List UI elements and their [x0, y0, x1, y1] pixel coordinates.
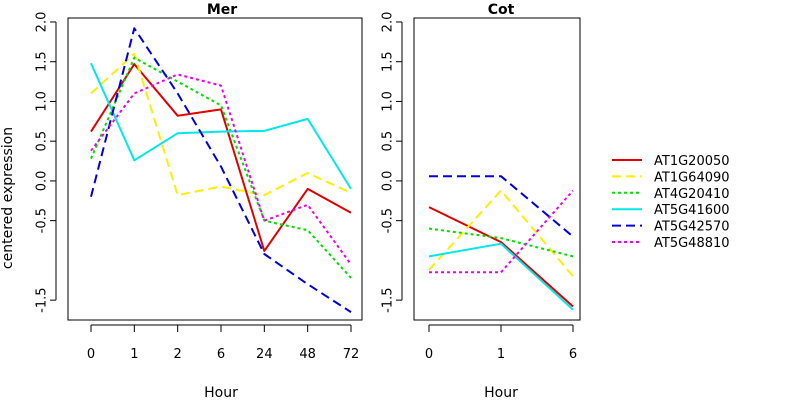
- legend-label: AT5G42570: [654, 220, 730, 235]
- y-tick-label: 0.5: [35, 131, 50, 152]
- x-tick-label: 48: [299, 347, 316, 362]
- y-tick-label: 1.5: [35, 51, 50, 72]
- series-line-at4g20410: [90, 56, 352, 279]
- series-line-at1g20050: [90, 63, 352, 252]
- legend-item: AT5G42570: [612, 220, 730, 235]
- y-tick-label: -0.5: [381, 208, 396, 233]
- legend-label: AT5G48810: [654, 236, 730, 251]
- x-tick-label: 0: [425, 347, 433, 362]
- legend-item: AT1G64090: [612, 170, 730, 185]
- legend-label: AT1G20050: [654, 154, 730, 169]
- legend-label: AT1G64090: [654, 170, 730, 185]
- series-line-at1g64090: [90, 52, 352, 197]
- y-tick-label: 2.0: [35, 12, 50, 33]
- y-tick-label: 1.5: [381, 51, 396, 72]
- y-tick-label: 1.0: [35, 91, 50, 112]
- x-tick-label: 24: [256, 347, 273, 362]
- x-axis-label: Hour: [484, 385, 518, 400]
- plot-frame: [67, 17, 363, 321]
- x-tick-label: 1: [497, 347, 505, 362]
- series-line-at5g48810: [429, 189, 574, 274]
- y-tick-label: -1.5: [35, 287, 50, 312]
- y-tick-label: -1.5: [381, 287, 396, 312]
- legend-item: AT5G41600: [612, 203, 730, 218]
- panel-cot: Cot -1.5 -0.5 0.0 0.5 1.0 1.5 2.0 0 1 6 Hour: [381, 2, 581, 400]
- y-tick-label: 0.0: [381, 171, 396, 192]
- series-line-at1g20050: [428, 206, 574, 308]
- y-tick-label: 2.0: [381, 12, 396, 33]
- series-line-at5g48810: [90, 73, 352, 265]
- series-line-at1g64090: [428, 189, 574, 277]
- x-tick-label: 0: [87, 347, 95, 362]
- legend-item: AT5G48810: [612, 236, 730, 251]
- plot-frame: [413, 17, 581, 321]
- x-tick-label: 72: [343, 347, 360, 362]
- series-line-at5g41600: [428, 242, 574, 311]
- chart-panels: Mer -1.5 -0.5 0.0 0.5 1.0 1.5 2.0 0 1 2 6 24 48 72 Hour…: [35, 2, 581, 400]
- x-tick-label: 6: [217, 347, 225, 362]
- legend-item: AT4G20410: [612, 187, 730, 202]
- series-line-at5g42570: [429, 175, 574, 238]
- series-line-at5g41600: [90, 62, 352, 190]
- x-tick-label: 1: [130, 347, 138, 362]
- x-axis-label: Hour: [204, 385, 238, 400]
- x-tick-label: 2: [174, 347, 182, 362]
- legend-label: AT4G20410: [654, 187, 730, 202]
- panel-mer: Mer -1.5 -0.5 0.0 0.5 1.0 1.5 2.0 0 1 2 6 24 48 72 Hour: [35, 2, 363, 400]
- series-line-at5g42570: [90, 27, 352, 313]
- y-axis-label: centered expression: [0, 127, 16, 269]
- legend-item: AT1G20050: [612, 154, 730, 169]
- series-line-at4g20410: [428, 227, 574, 258]
- legend-label: AT5G41600: [654, 203, 730, 218]
- panel-title: Mer: [207, 2, 237, 18]
- y-tick-label: 0.5: [381, 131, 396, 152]
- panel-title: Cot: [488, 2, 515, 18]
- y-tick-label: 1.0: [381, 91, 396, 112]
- y-tick-label: 0.0: [35, 171, 50, 192]
- x-tick-label: 6: [569, 347, 577, 362]
- y-tick-label: -0.5: [35, 208, 50, 233]
